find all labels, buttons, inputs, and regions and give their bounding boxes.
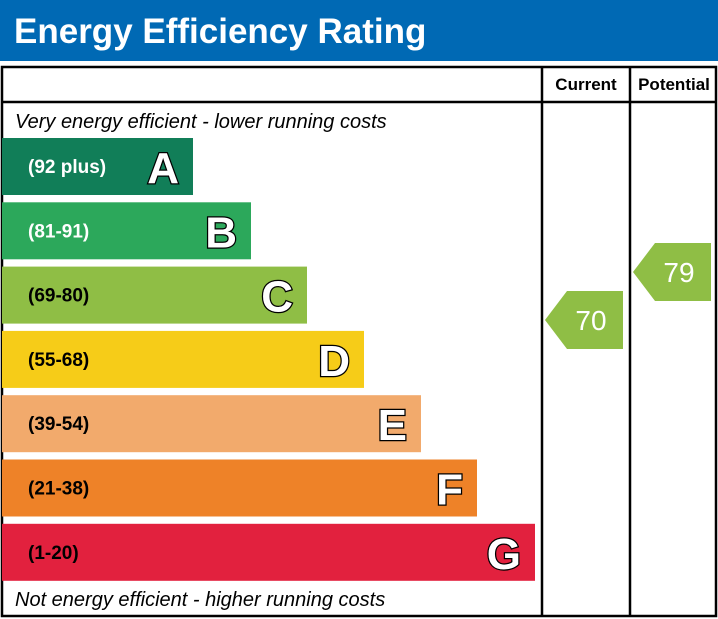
band-letter: G xyxy=(487,530,521,579)
band-bar xyxy=(2,138,193,195)
band-b: (81-91) B xyxy=(2,202,251,260)
band-bar xyxy=(2,266,307,324)
title-bar xyxy=(0,0,718,61)
band-d: (55-68) D xyxy=(2,330,364,388)
band-f: (21-38) F xyxy=(2,459,477,517)
rating-arrow xyxy=(545,291,623,349)
band-a: (92 plus) A xyxy=(2,138,193,195)
top-note: Very energy efficient - lower running co… xyxy=(15,111,387,133)
band-letter: E xyxy=(378,401,407,450)
band-bar xyxy=(2,523,535,581)
band-letter: B xyxy=(205,208,237,257)
bottom-note: Not energy efficient - higher running co… xyxy=(15,589,385,611)
current-rating: 70 xyxy=(545,291,623,349)
column-header-current: Current xyxy=(555,75,617,94)
band-c: (69-80) C xyxy=(2,266,307,324)
band-letter: F xyxy=(436,466,463,515)
band-e: (39-54) E xyxy=(2,395,421,453)
band-letter: A xyxy=(147,144,179,193)
band-bar xyxy=(2,330,364,388)
band-range: (81-91) xyxy=(28,221,89,242)
band-range: (92 plus) xyxy=(28,157,106,178)
band-bar xyxy=(2,202,251,260)
band-g: (1-20) G xyxy=(2,523,535,581)
column-header-potential: Potential xyxy=(638,75,710,94)
rating-value: 79 xyxy=(663,257,694,288)
band-range: (55-68) xyxy=(28,350,89,371)
band-letter: C xyxy=(261,273,293,322)
band-bar xyxy=(2,395,421,453)
band-range: (21-38) xyxy=(28,479,89,500)
rating-arrow xyxy=(633,243,711,301)
potential-rating: 79 xyxy=(633,243,711,301)
chart-title: Energy Efficiency Rating xyxy=(14,12,426,51)
band-range: (1-20) xyxy=(28,543,79,564)
band-bar xyxy=(2,459,477,517)
band-range: (39-54) xyxy=(28,414,89,435)
band-range: (69-80) xyxy=(28,286,89,307)
rating-value: 70 xyxy=(575,305,606,336)
band-letter: D xyxy=(318,337,350,386)
